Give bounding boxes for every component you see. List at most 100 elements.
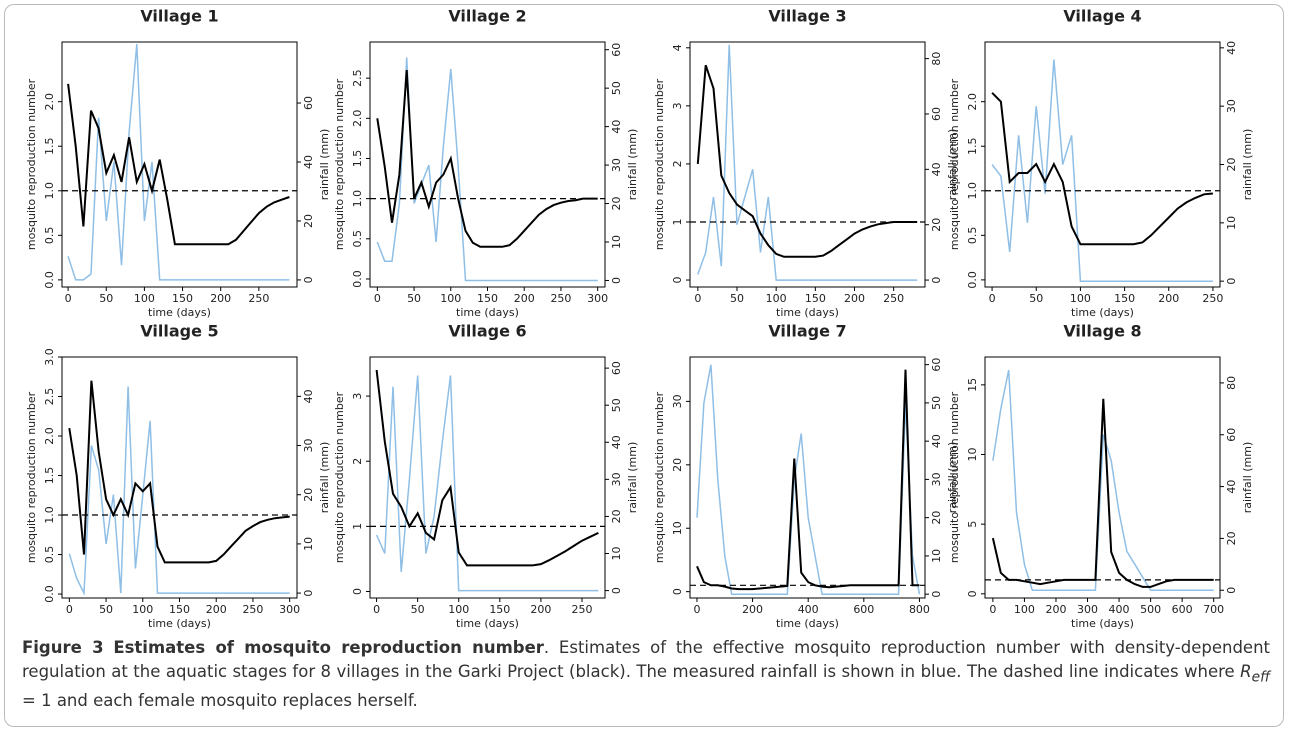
y-tick-label: 0.0 xyxy=(43,271,56,289)
y-tick-label: 2 xyxy=(671,160,684,167)
y-tick-label: 0.5 xyxy=(966,227,979,245)
y-tick-label: 3.0 xyxy=(43,348,56,366)
y-tick-label: 2.0 xyxy=(966,93,979,111)
x-tick-label: 600 xyxy=(853,603,874,616)
x-tick-label: 200 xyxy=(530,603,551,616)
y2-tick-label: 0 xyxy=(610,277,623,284)
x-tick-label: 100 xyxy=(134,292,155,305)
y2-tick-label: 40 xyxy=(302,155,315,169)
y2-tick-label: 60 xyxy=(302,96,315,110)
panel-title: Village 7 xyxy=(768,322,846,341)
y-tick-label: 1 xyxy=(671,218,684,225)
y-tick-label: 0 xyxy=(966,590,979,597)
x-tick-label: 200 xyxy=(1045,603,1066,616)
y2-axis-label: rainfall (mm) xyxy=(946,442,959,514)
y-tick-label: 2.5 xyxy=(351,69,364,87)
y2-tick-label: 20 xyxy=(302,214,315,228)
y-axis-label: mosquito reproduction number xyxy=(25,78,38,250)
y2-axis-label: rainfall (mm) xyxy=(1241,129,1254,201)
y-axis-label: mosquito reproduction number xyxy=(653,78,666,250)
y2-tick-label: 0 xyxy=(1225,278,1238,285)
y-tick-label: 0.0 xyxy=(43,585,56,603)
caption-text: . Estimates of the effective mosquito re… xyxy=(22,638,1270,681)
y-tick-label: 0 xyxy=(351,588,364,595)
y2-tick-label: 0 xyxy=(1225,587,1238,594)
x-axis-label: time (days) xyxy=(456,306,519,319)
x-tick-label: 150 xyxy=(172,292,193,305)
x-tick-label: 0 xyxy=(373,603,380,616)
plot-frame xyxy=(689,41,926,288)
figure-frame xyxy=(4,4,1284,727)
y-tick-label: 5 xyxy=(966,521,979,528)
y-tick-label: 0.5 xyxy=(43,546,56,564)
y-tick-label: 4 xyxy=(671,44,684,51)
x-tick-label: 150 xyxy=(1114,292,1135,305)
x-tick-label: 0 xyxy=(66,603,73,616)
y2-tick-label: 10 xyxy=(610,547,623,561)
y2-tick-label: 50 xyxy=(930,396,943,410)
y-tick-label: 2.0 xyxy=(43,93,56,111)
y2-tick-label: 20 xyxy=(930,218,943,232)
x-tick-label: 200 xyxy=(210,292,231,305)
y-tick-label: 20 xyxy=(671,458,684,472)
y-tick-label: 3 xyxy=(351,393,364,400)
y2-tick-label: 60 xyxy=(1225,428,1238,442)
y2-axis-label: rainfall (mm) xyxy=(1241,442,1254,514)
panel-title: Village 1 xyxy=(140,7,218,26)
y-tick-label: 0.5 xyxy=(43,227,56,245)
rainfall-line xyxy=(67,44,290,281)
y2-tick-label: 30 xyxy=(302,439,315,453)
y2-axis-label: rainfall (mm) xyxy=(626,129,639,201)
panel-title: Village 2 xyxy=(448,7,526,26)
y-tick-label: 30 xyxy=(671,394,684,408)
y2-tick-label: 10 xyxy=(930,549,943,563)
y-tick-label: 1.5 xyxy=(351,150,364,168)
y2-tick-label: 20 xyxy=(930,511,943,525)
x-tick-label: 50 xyxy=(99,292,113,305)
x-tick-label: 200 xyxy=(514,292,535,305)
x-tick-label: 100 xyxy=(766,292,787,305)
x-tick-label: 150 xyxy=(489,603,510,616)
y2-tick-label: 10 xyxy=(610,235,623,249)
reproduction-line xyxy=(991,92,1213,246)
x-tick-label: 500 xyxy=(1140,603,1161,616)
rainfall-line xyxy=(375,375,599,592)
reproduction-line xyxy=(696,369,920,591)
x-tick-label: 0 xyxy=(989,603,996,616)
panel-title: Village 6 xyxy=(448,322,526,341)
y2-axis-label: rainfall (mm) xyxy=(318,129,331,201)
y2-tick-label: 60 xyxy=(930,107,943,121)
x-tick-label: 300 xyxy=(587,292,608,305)
reproduction-line xyxy=(991,398,1214,588)
y2-tick-label: 0 xyxy=(610,587,623,594)
y2-tick-label: 30 xyxy=(930,472,943,486)
y2-tick-label: 40 xyxy=(1225,41,1238,55)
y2-tick-label: 60 xyxy=(610,43,623,57)
y2-tick-label: 40 xyxy=(1225,480,1238,494)
y-axis-label: mosquito reproduction number xyxy=(653,391,666,563)
y-tick-label: 1 xyxy=(351,523,364,530)
x-tick-label: 0 xyxy=(693,603,700,616)
y2-tick-label: 30 xyxy=(610,472,623,486)
y2-tick-label: 0 xyxy=(930,591,943,598)
x-tick-label: 150 xyxy=(477,292,498,305)
y2-axis-label: rainfall (mm) xyxy=(318,442,331,514)
y-tick-label: 2.0 xyxy=(43,427,56,445)
x-tick-label: 250 xyxy=(242,603,263,616)
caption: Figure 3 Estimates of mosquito reproduct… xyxy=(22,636,1270,713)
plot-frame xyxy=(61,41,298,288)
x-axis-label: time (days) xyxy=(148,617,211,630)
caption-text-end: = 1 and each female mosquito replaces he… xyxy=(22,691,418,711)
y-axis-label: mosquito reproduction number xyxy=(333,78,346,250)
x-tick-label: 0 xyxy=(374,292,381,305)
y2-tick-label: 60 xyxy=(610,361,623,375)
panel-title: Village 4 xyxy=(1063,7,1141,26)
plot-frame xyxy=(984,41,1221,288)
panel-title: Village 3 xyxy=(768,7,846,26)
x-tick-label: 100 xyxy=(1014,603,1035,616)
x-tick-label: 100 xyxy=(1070,292,1091,305)
rainfall-line xyxy=(68,386,290,597)
plot-frame xyxy=(369,356,606,599)
x-tick-label: 100 xyxy=(448,603,469,616)
